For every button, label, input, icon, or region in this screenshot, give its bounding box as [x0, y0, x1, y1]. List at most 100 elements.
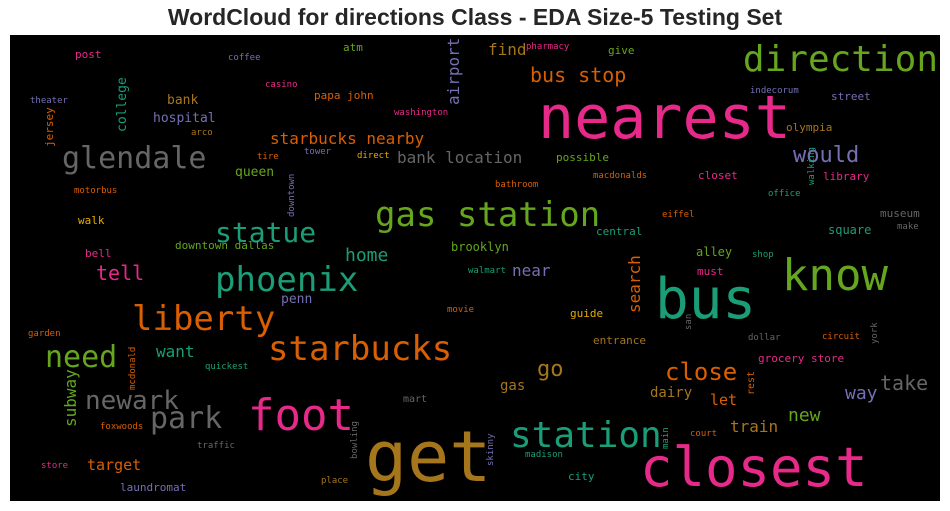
- word-college: college: [115, 77, 130, 132]
- word-phoenix: phoenix: [215, 260, 358, 300]
- word-walmart: walmart: [468, 266, 506, 276]
- word-near: near: [512, 261, 551, 280]
- word-store: store: [41, 461, 68, 471]
- word-papa-john: papa john: [314, 89, 374, 102]
- word-olympia: olympia: [786, 121, 832, 134]
- chart-title: WordCloud for directions Class - EDA Siz…: [167, 4, 783, 30]
- word-city: city: [568, 470, 595, 483]
- word-close: close: [665, 358, 737, 386]
- word-central: central: [596, 225, 642, 238]
- word-walk: walk: [78, 214, 105, 227]
- word-macdonalds: macdonalds: [593, 171, 647, 181]
- word-theater: theater: [30, 96, 69, 106]
- word-take: take: [880, 371, 928, 395]
- word-statue: statue: [215, 216, 316, 249]
- word-street: street: [831, 90, 871, 103]
- word-airport: airport: [444, 38, 463, 105]
- word-court: court: [690, 429, 717, 439]
- word-skinny: skinny: [486, 433, 496, 466]
- word-home: home: [345, 245, 388, 266]
- word-gas: gas: [500, 378, 525, 394]
- word-atm: atm: [343, 41, 363, 54]
- word-subway: subway: [61, 369, 80, 427]
- word-bowling: bowling: [350, 421, 360, 459]
- word-make: make: [897, 222, 919, 232]
- word-queen: queen: [235, 165, 274, 180]
- word-want: want: [156, 342, 195, 361]
- word-dollar: dollar: [748, 333, 781, 343]
- word-downtown: downtown: [287, 174, 297, 217]
- word-grocery-store: grocery store: [758, 352, 844, 365]
- word-bell: bell: [85, 247, 112, 260]
- word-mart: mart: [403, 394, 427, 405]
- word-post: post: [75, 48, 102, 61]
- word-bus: bus: [655, 267, 756, 332]
- word-nearest: nearest: [538, 83, 791, 153]
- word-garden: garden: [28, 329, 61, 339]
- word-york: york: [870, 322, 880, 344]
- word-library: library: [823, 170, 870, 183]
- word-direct: direct: [357, 151, 390, 161]
- word-hospital: hospital: [153, 111, 216, 126]
- word-bank-location: bank location: [397, 148, 522, 167]
- word-need: need: [45, 340, 117, 375]
- word-find: find: [488, 40, 527, 59]
- word-train: train: [730, 417, 778, 436]
- word-station: station: [510, 415, 662, 456]
- word-gas-station: gas station: [375, 195, 600, 235]
- word-bathroom: bathroom: [495, 180, 538, 190]
- word-eiffel: eiffel: [662, 210, 695, 220]
- word-tower: tower: [304, 147, 332, 157]
- word-motorbus: motorbus: [74, 186, 117, 196]
- word-direction: direction: [743, 39, 938, 80]
- word-entrance: entrance: [593, 334, 646, 347]
- word-madison: madison: [525, 450, 563, 460]
- word-closet: closet: [698, 169, 738, 182]
- word-park: park: [150, 401, 222, 436]
- word-possible: possible: [556, 151, 609, 164]
- word-casino: casino: [265, 80, 298, 90]
- word-guide: guide: [570, 307, 603, 320]
- word-tell: tell: [96, 261, 144, 285]
- word-arco: arco: [191, 128, 213, 138]
- word-get: get: [365, 416, 491, 498]
- word-foot: foot: [248, 390, 354, 441]
- word-would: would: [793, 143, 859, 168]
- word-circuit: circuit: [822, 332, 860, 342]
- word-bank: bank: [167, 93, 198, 108]
- word-penn: penn: [281, 292, 312, 307]
- word-brooklyn: brooklyn: [451, 240, 509, 254]
- word-washington: washington: [394, 108, 448, 118]
- word-way: way: [845, 383, 878, 404]
- word-museum: museum: [880, 207, 920, 220]
- word-liberty: liberty: [132, 299, 275, 339]
- word-starbucks-nearby: starbucks nearby: [270, 129, 424, 148]
- word-let: let: [710, 391, 737, 409]
- word-quickest: quickest: [205, 362, 248, 372]
- word-traffic: traffic: [197, 441, 235, 451]
- word-mcdonald: mcdonald: [128, 347, 138, 390]
- word-square: square: [828, 223, 871, 237]
- wordcloud-canvas: nearest get bus closest know foot direction sta…: [10, 35, 940, 501]
- word-office: office: [768, 189, 801, 199]
- word-rest: rest: [746, 371, 757, 395]
- word-indecorum: indecorum: [750, 86, 799, 96]
- word-foxwoods: foxwoods: [100, 422, 143, 432]
- word-closest: closest: [640, 436, 868, 499]
- word-shop: shop: [752, 250, 774, 260]
- word-must: must: [697, 265, 724, 278]
- word-glendale: glendale: [62, 141, 207, 176]
- word-newark: newark: [85, 386, 179, 416]
- word-san: san: [684, 314, 694, 330]
- word-go: go: [537, 357, 564, 382]
- wordcloud-svg: nearest get bus closest know foot direction sta…: [28, 38, 938, 499]
- word-laundromat: laundromat: [120, 481, 186, 494]
- word-downtown-dallas: downtown dallas: [175, 239, 274, 252]
- word-alley: alley: [696, 245, 732, 259]
- word-movie: movie: [447, 305, 474, 315]
- word-coffee: coffee: [228, 53, 261, 63]
- word-give: give: [608, 44, 635, 57]
- word-main: main: [661, 427, 671, 449]
- word-new: new: [788, 405, 821, 426]
- word-dairy: dairy: [650, 385, 692, 401]
